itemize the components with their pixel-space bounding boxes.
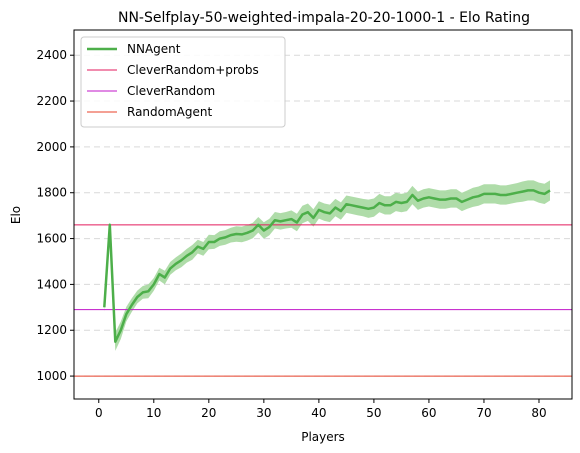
x-tick-label: 30 [256, 406, 271, 420]
y-tick-label: 1000 [36, 369, 67, 383]
x-tick-label: 60 [421, 406, 436, 420]
y-tick-label: 2200 [36, 94, 67, 108]
chart-title: NN-Selfplay-50-weighted-impala-20-20-100… [118, 10, 530, 26]
nnagent-line [103, 189, 551, 343]
x-tick-label: 10 [146, 406, 161, 420]
y-tick-label: 1200 [36, 323, 67, 337]
y-tick-label: 2000 [36, 140, 67, 154]
x-tick-label: 20 [201, 406, 216, 420]
legend-label: CleverRandom [127, 84, 215, 98]
confidence-band [104, 180, 551, 351]
x-tick-label: 40 [311, 406, 326, 420]
baseline-lines [74, 224, 572, 377]
nnagent-band [104, 180, 551, 351]
x-tick-label: 0 [95, 406, 103, 420]
x-tick-label: 50 [366, 406, 381, 420]
legend-box [80, 36, 286, 128]
y-tick-label: 1800 [36, 186, 67, 200]
legend-label: RandomAgent [127, 105, 212, 119]
plot-frame [73, 29, 573, 400]
legend-label: CleverRandom+probs [127, 63, 259, 77]
x-axis-ticks: 0 10 20 30 40 50 60 70 80 [95, 399, 547, 420]
y-tick-label: 1600 [36, 232, 67, 246]
legend: NNAgent CleverRandom+probs CleverRandom Ran… [80, 36, 286, 128]
y-axis-ticks: 1000 1200 1400 1600 1800 2000 2200 2400 [36, 48, 74, 383]
legend-label: NNAgent [127, 42, 181, 56]
series-lines [103, 189, 551, 343]
x-tick-label: 70 [476, 406, 491, 420]
y-tick-label: 1400 [36, 277, 67, 291]
x-axis-title: Players [301, 430, 345, 444]
y-axis-title: Elo [9, 206, 23, 224]
x-tick-label: 80 [531, 406, 546, 420]
y-tick-label: 2400 [36, 48, 67, 62]
